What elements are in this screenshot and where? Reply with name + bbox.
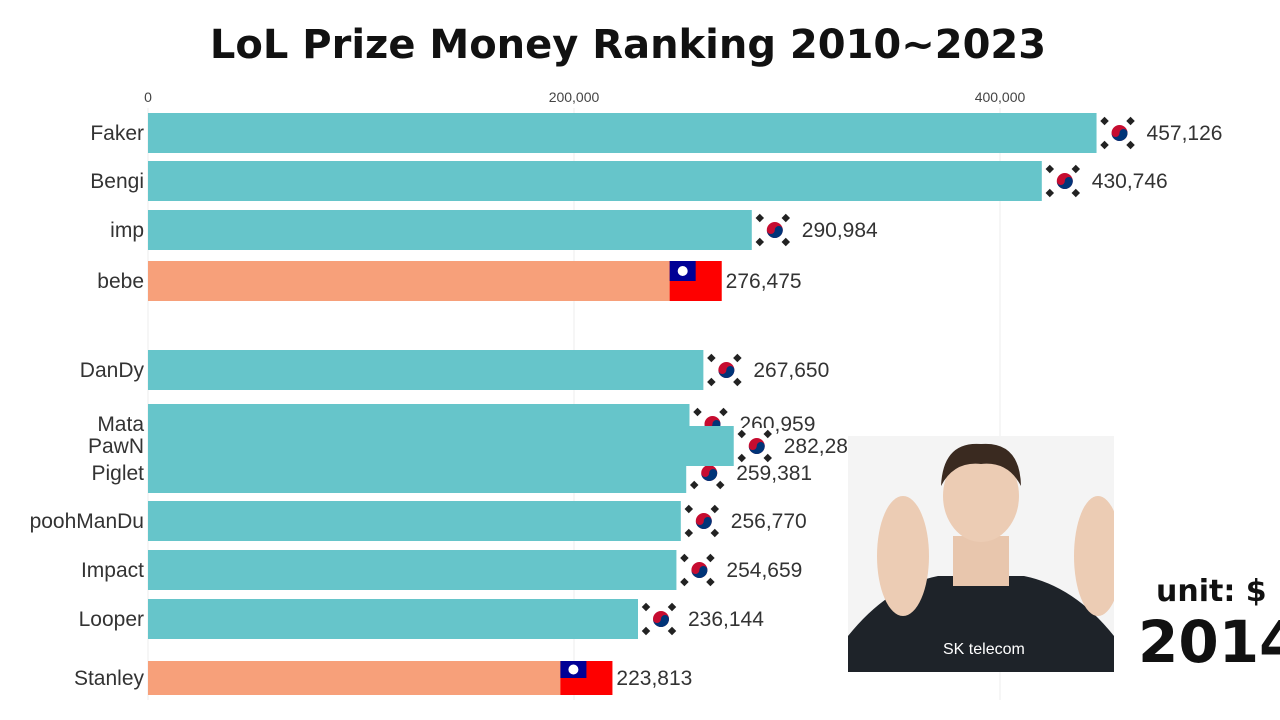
taiwan-flag-icon: [669, 261, 722, 301]
category-label: imp: [110, 219, 144, 242]
bar-Impact: [148, 550, 677, 590]
year-label: 2014: [1138, 608, 1280, 676]
chart-title: LoL Prize Money Ranking 2010~2023: [209, 22, 1047, 68]
category-label: Faker: [90, 122, 144, 145]
category-label: bebe: [97, 270, 144, 293]
value-label: 223,813: [616, 667, 692, 690]
korea-flag-icon: [755, 212, 794, 248]
bar-Faker: [148, 113, 1097, 153]
korea-flag-icon: [1100, 115, 1139, 151]
korea-flag-icon: [680, 552, 719, 588]
x-tick-label: 400,000: [975, 89, 1026, 105]
korea-flag-icon: [707, 352, 746, 388]
value-label: 457,126: [1147, 122, 1223, 145]
bar-Looper: [148, 599, 638, 639]
category-label: Bengi: [90, 170, 144, 193]
x-tick-label: 0: [144, 89, 152, 105]
category-label: Impact: [81, 559, 144, 582]
category-label: poohManDu: [30, 510, 144, 533]
bar-PawN: [148, 426, 734, 466]
value-label: 259,381: [736, 462, 812, 485]
value-label: 290,984: [802, 219, 878, 242]
bar-poohManDu: [148, 501, 681, 541]
bar-imp: [148, 210, 752, 250]
value-label: 276,475: [726, 270, 802, 293]
value-label: 256,770: [731, 510, 807, 533]
bar-bebe: [148, 261, 722, 301]
category-label: DanDy: [80, 359, 145, 382]
category-label: Mata: [97, 413, 144, 436]
jersey-sponsor-text: SK telecom: [943, 641, 1025, 658]
value-label: 236,144: [688, 608, 764, 631]
value-label: 282,283: [784, 435, 860, 458]
unit-label: unit: $: [1156, 574, 1267, 609]
value-label: 267,650: [753, 359, 829, 382]
category-label: Stanley: [74, 667, 145, 690]
korea-flag-icon: [737, 428, 776, 464]
category-label: Looper: [79, 608, 144, 631]
x-tick-label: 200,000: [549, 89, 600, 105]
value-label: 430,746: [1092, 170, 1168, 193]
value-label: 254,659: [726, 559, 802, 582]
category-label: PawN: [88, 435, 144, 458]
taiwan-flag-icon: [560, 661, 613, 695]
bar-Bengi: [148, 161, 1042, 201]
bar-Stanley: [148, 661, 613, 695]
player-photo: SK telecom: [848, 436, 1114, 672]
korea-flag-icon: [641, 601, 680, 637]
korea-flag-icon: [684, 503, 723, 539]
category-label: Piglet: [91, 462, 144, 485]
bar-DanDy: [148, 350, 704, 390]
korea-flag-icon: [1045, 163, 1084, 199]
